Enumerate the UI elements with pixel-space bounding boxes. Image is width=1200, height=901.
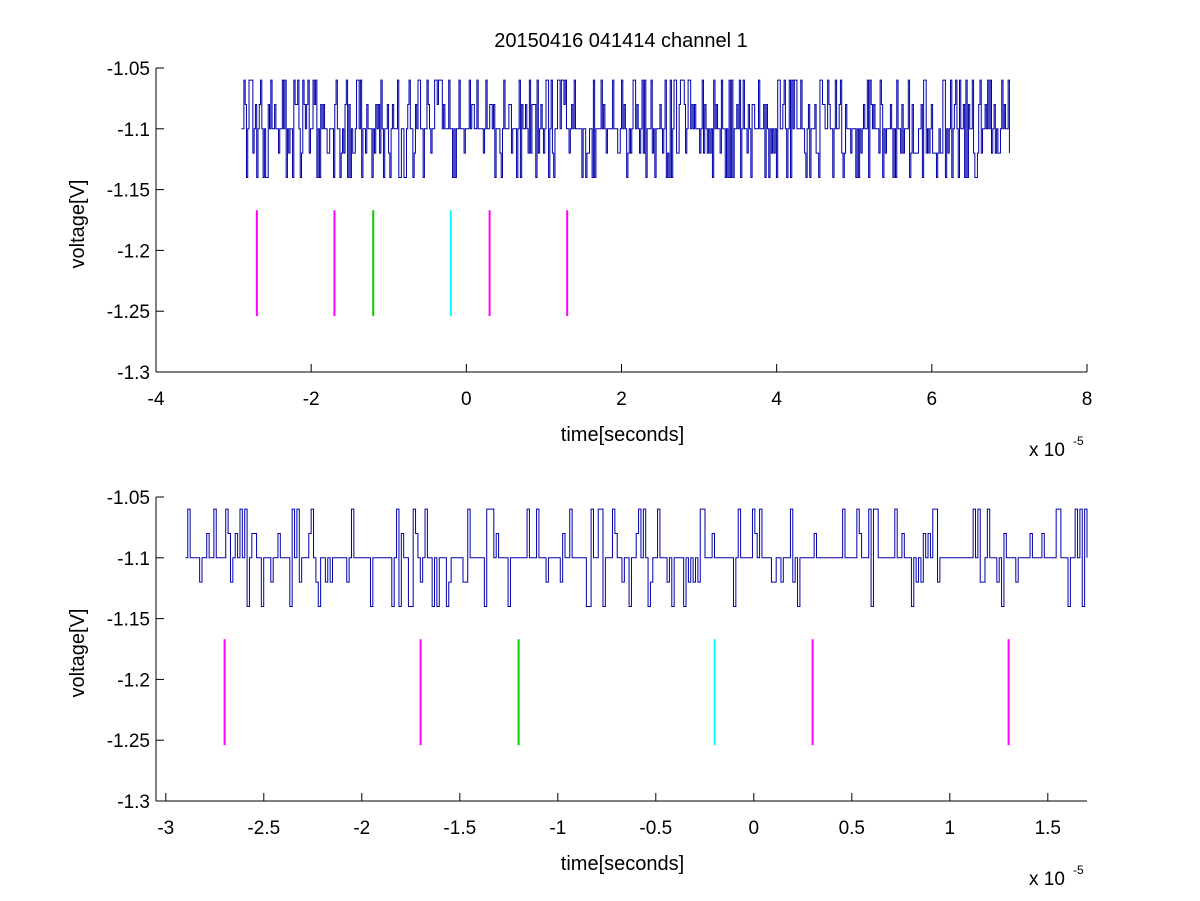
x-tick-label: -1.5 [443, 818, 476, 839]
x-multiplier-label: x 10 [1029, 869, 1065, 890]
y-tick-label: -1.3 [117, 792, 150, 813]
x-tick-label: 0 [461, 389, 472, 410]
y-tick-label: -1.15 [107, 181, 150, 202]
x-tick-label: 4 [771, 389, 782, 410]
y-axis-title: voltage[V] [67, 180, 89, 269]
x-tick-label: -2.5 [247, 818, 280, 839]
y-tick-label: -1.25 [107, 302, 150, 323]
x-axis-title: time[seconds] [561, 853, 684, 875]
voltage-trace [241, 79, 1010, 178]
x-tick-label: -2 [353, 818, 370, 839]
voltage-trace [185, 508, 1088, 607]
x-multiplier-exponent: -5 [1073, 434, 1084, 448]
x-multiplier-exponent: -5 [1073, 863, 1084, 877]
figure-title: 20150416 041414 channel 1 [494, 30, 748, 52]
y-tick-label: -1.1 [117, 120, 150, 141]
x-tick-label: 0 [749, 818, 760, 839]
y-tick-label: -1.05 [107, 488, 150, 509]
x-tick-label: -0.5 [639, 818, 672, 839]
x-multiplier-label: x 10 [1029, 440, 1065, 461]
x-tick-label: 2 [616, 389, 627, 410]
subplot-1: -4 -2 0 2 4 6 8 -1.05 -1.1 -1.15 -1.2 -1.25 -1.3 time… [67, 59, 1092, 461]
y-tick-label: -1.3 [117, 363, 150, 384]
y-tick-label: -1.15 [107, 610, 150, 631]
y-tick-label: -1.2 [117, 670, 150, 691]
y-tick-label: -1.05 [107, 59, 150, 80]
x-tick-label: 8 [1082, 389, 1093, 410]
x-tick-label: -1 [549, 818, 566, 839]
x-tick-label: 6 [927, 389, 938, 410]
y-tick-label: -1.1 [117, 549, 150, 570]
y-tick-label: -1.2 [117, 241, 150, 262]
y-axis-title: voltage[V] [67, 609, 89, 698]
x-tick-label: -3 [157, 818, 174, 839]
x-tick-label: -2 [303, 389, 320, 410]
x-tick-label: 1 [945, 818, 956, 839]
x-tick-label: 0.5 [839, 818, 865, 839]
x-axis-title: time[seconds] [561, 424, 684, 446]
y-tick-label: -1.25 [107, 731, 150, 752]
x-tick-label: -4 [148, 389, 165, 410]
x-tick-label: 1.5 [1035, 818, 1061, 839]
subplot-2: -3 -2.5 -2 -1.5 -1 -0.5 0 0.5 1 1.5 -1.05 -1.1 -1.15… [67, 488, 1088, 890]
